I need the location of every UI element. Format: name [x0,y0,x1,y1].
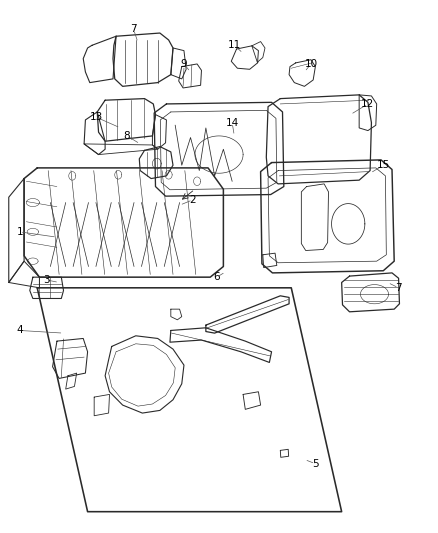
Text: 10: 10 [304,59,318,69]
Text: 11: 11 [228,41,241,50]
Text: 3: 3 [42,275,49,285]
Text: 9: 9 [180,59,187,69]
Text: 13: 13 [90,112,103,122]
Text: 14: 14 [226,118,239,127]
Text: 4: 4 [16,326,23,335]
Text: 7: 7 [130,25,137,34]
Text: 12: 12 [361,99,374,109]
Text: 5: 5 [312,459,319,469]
Text: 8: 8 [124,131,131,141]
Text: 2: 2 [189,195,196,205]
Text: 6: 6 [213,272,220,282]
Text: 7: 7 [395,283,402,293]
Text: 15: 15 [377,160,390,170]
Text: 1: 1 [16,227,23,237]
